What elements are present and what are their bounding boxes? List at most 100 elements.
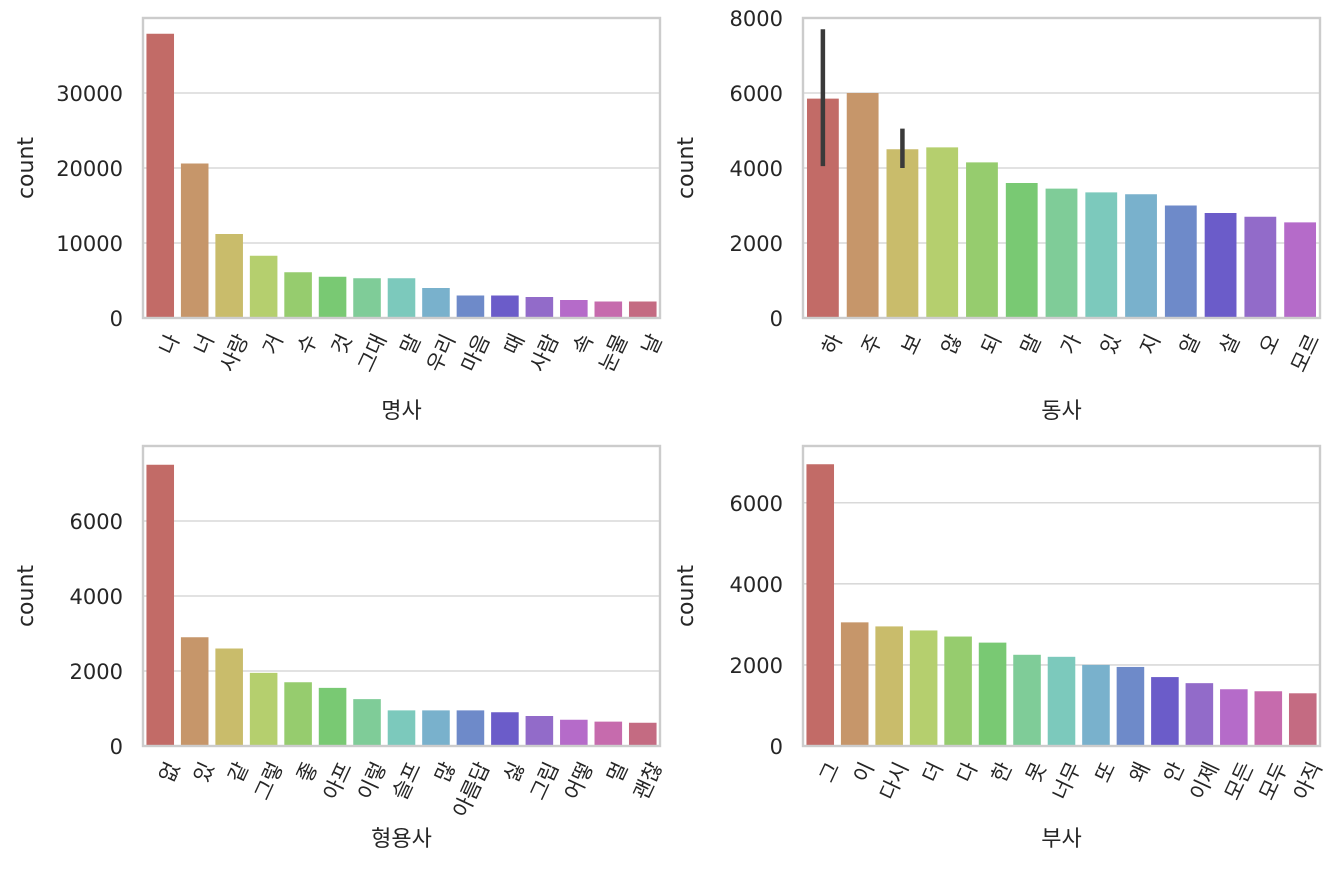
x-tick-label: 좋 (292, 758, 322, 786)
bar (353, 278, 381, 318)
x-tick-label: 사람 (526, 330, 564, 375)
x-tick-label: 날 (637, 330, 667, 358)
x-tick-label: 너 (189, 330, 219, 358)
x-tick-label: 그립 (526, 758, 564, 803)
x-axis-label: 형용사 (371, 827, 432, 852)
x-tick-label: 것 (327, 330, 357, 358)
x-tick-label: 모두 (1255, 758, 1293, 803)
bar (249, 255, 278, 318)
bar (456, 295, 485, 318)
x-axis-label: 부사 (1041, 827, 1081, 852)
y-tick-label: 6000 (730, 492, 783, 516)
x-tick-label: 주 (857, 330, 887, 358)
y-axis-label: count (14, 137, 39, 199)
bar (284, 682, 312, 746)
axes-frame (801, 16, 1322, 320)
y-tick-label: 4000 (730, 573, 783, 597)
x-tick-label: 다 (952, 758, 982, 786)
bar (387, 278, 416, 318)
bar (215, 234, 243, 318)
x-tick-label: 말 (1016, 330, 1046, 358)
y-tick-label: 0 (770, 307, 783, 331)
x-tick-label: 나 (155, 330, 185, 358)
bar (926, 147, 959, 318)
y-tick-label: 20000 (56, 157, 123, 181)
y-axis-label: count (674, 137, 699, 199)
x-tick-label: 아프 (319, 758, 357, 803)
bar (875, 626, 903, 746)
bar (1164, 205, 1197, 318)
bar (846, 93, 879, 318)
x-tick-label: 우리 (422, 330, 460, 375)
bar (284, 272, 312, 318)
bar (180, 637, 209, 746)
y-tick-label: 2000 (730, 654, 783, 678)
x-tick-label: 더 (918, 758, 948, 786)
x-tick-label: 되 (976, 330, 1006, 358)
x-tick-label: 거 (258, 330, 288, 358)
x-tick-label: 알 (1175, 330, 1205, 358)
y-tick-label: 2000 (70, 660, 123, 684)
bar (318, 276, 347, 318)
bar (628, 301, 657, 318)
bar (1047, 656, 1076, 746)
y-tick-label: 30000 (56, 82, 123, 106)
bar (525, 297, 554, 318)
y-tick-label: 6000 (70, 510, 123, 534)
x-tick-label: 속 (568, 330, 598, 358)
bar (594, 301, 623, 318)
x-tick-label: 못 (1021, 758, 1051, 786)
x-tick-label: 있 (189, 758, 219, 786)
bar (886, 149, 919, 318)
bar (594, 721, 623, 746)
bar (1220, 689, 1248, 746)
x-tick-label: 슬프 (388, 758, 426, 803)
x-tick-label: 아직 (1289, 758, 1327, 803)
bar (628, 722, 657, 746)
x-tick-label: 한 (987, 758, 1017, 786)
x-tick-label: 그 (815, 758, 845, 786)
bar (1082, 664, 1110, 746)
x-tick-label: 다시 (875, 758, 913, 803)
bar (966, 162, 998, 318)
bar (353, 699, 381, 746)
axes-frame (141, 444, 662, 748)
x-axis-label: 동사 (1041, 399, 1081, 424)
bar (491, 712, 519, 746)
y-tick-label: 4000 (730, 157, 783, 181)
bar (146, 33, 175, 318)
x-tick-label: 그렇 (250, 758, 288, 803)
x-tick-label: 모든 (1220, 758, 1258, 803)
x-tick-label: 있 (1096, 330, 1126, 358)
bar (560, 719, 588, 746)
bar (1185, 683, 1214, 746)
x-tick-label: 가 (1056, 330, 1086, 358)
bar (806, 464, 835, 746)
x-tick-label: 마음 (457, 330, 495, 375)
y-tick-label: 0 (770, 735, 783, 759)
x-axis-label: 명사 (381, 399, 421, 424)
x-tick-label: 보 (897, 330, 927, 358)
bar (1005, 183, 1038, 318)
x-tick-label: 이제 (1186, 758, 1224, 803)
x-tick-label: 수 (292, 330, 322, 358)
bar (1116, 666, 1145, 746)
bar (491, 295, 519, 318)
bar (1204, 213, 1237, 318)
x-tick-label: 이 (849, 758, 879, 786)
x-tick-label: 말 (396, 330, 426, 358)
x-tick-label: 없 (155, 758, 185, 786)
bar (978, 642, 1007, 746)
x-tick-label: 이렇 (353, 758, 391, 803)
bar (1288, 693, 1317, 746)
bar (840, 622, 869, 746)
y-axis-label: count (14, 565, 39, 627)
x-tick-label: 오 (1255, 330, 1285, 358)
y-tick-label: 0 (110, 735, 123, 759)
x-tick-label: 사랑 (215, 330, 253, 375)
bar (1151, 677, 1179, 746)
x-tick-label: 않 (937, 330, 967, 358)
